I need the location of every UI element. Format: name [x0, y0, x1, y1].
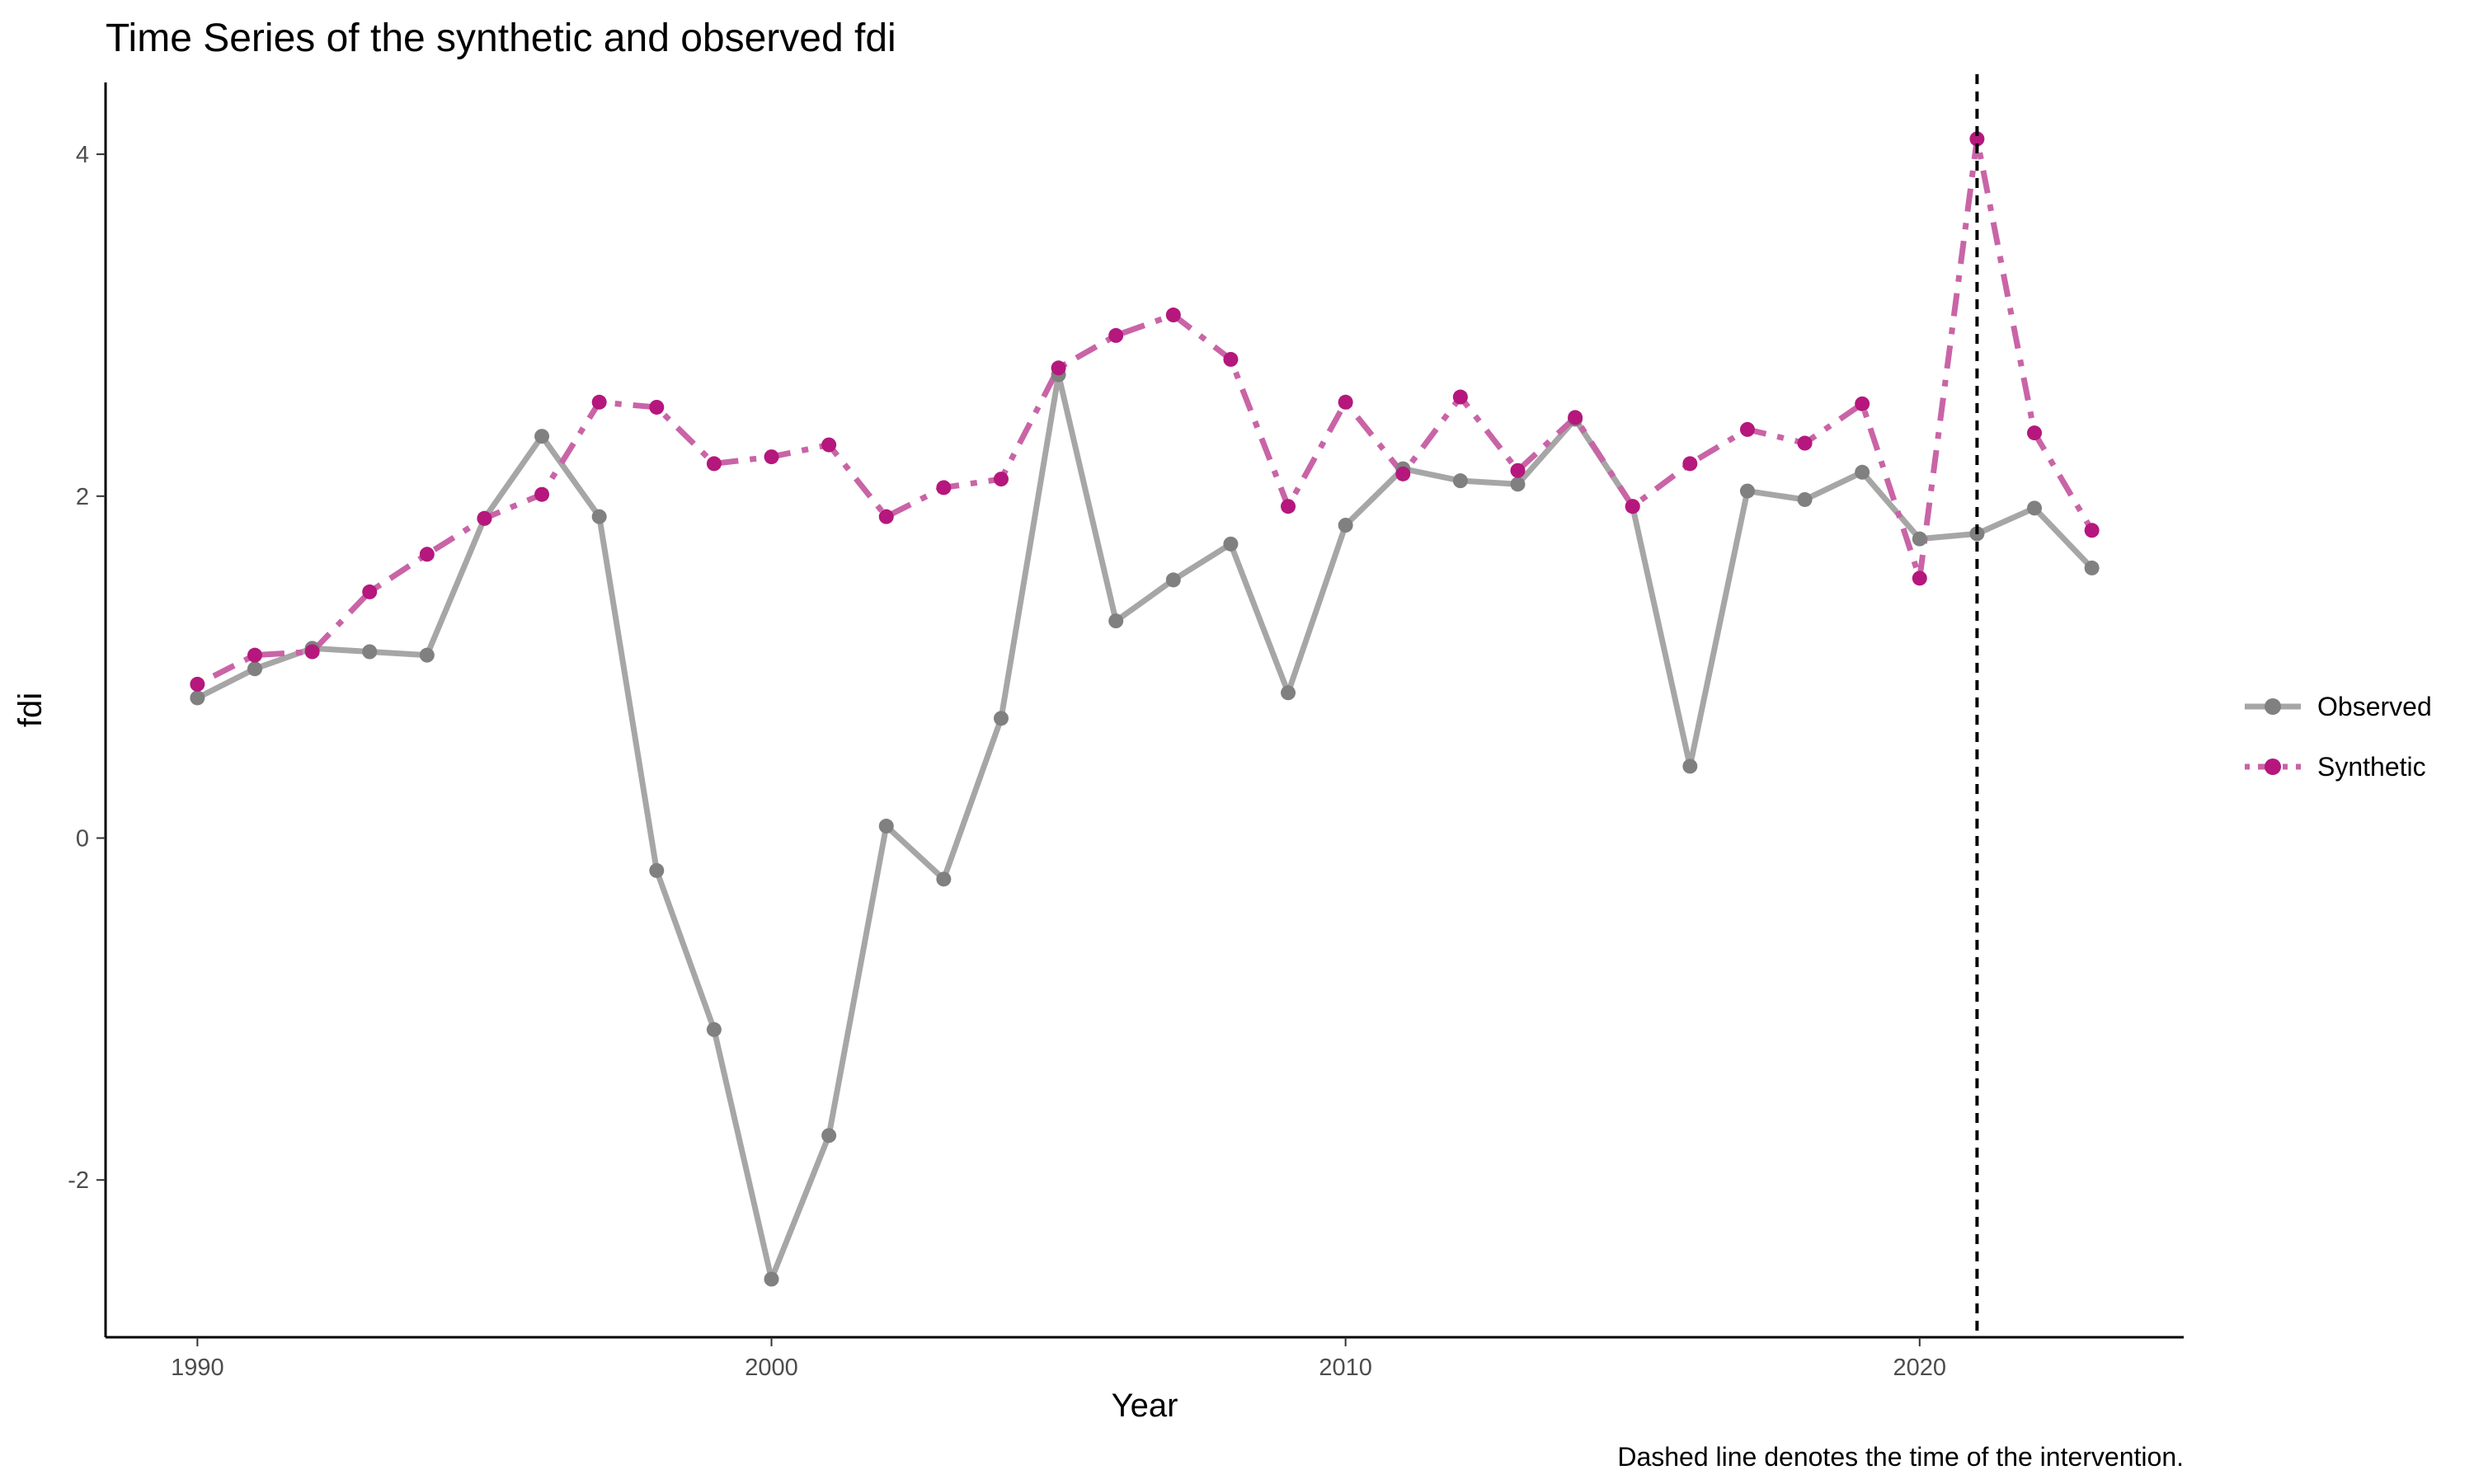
legend-key-point-observed [2265, 698, 2281, 715]
series-line-observed [195, 372, 2095, 1282]
data-point-synthetic [1395, 466, 1411, 481]
data-point-observed [1452, 473, 1468, 489]
data-point-synthetic [1568, 410, 1583, 425]
data-point-synthetic [1108, 327, 1124, 343]
data-point-synthetic [419, 547, 435, 562]
legend: Observed Synthetic [2245, 692, 2432, 782]
data-point-synthetic [534, 486, 550, 502]
data-point-synthetic [1281, 499, 1296, 514]
data-point-observed [1281, 685, 1296, 701]
data-point-synthetic [362, 584, 378, 599]
data-point-observed [1912, 531, 1927, 547]
data-point-observed [1165, 572, 1181, 588]
data-point-synthetic [1797, 435, 1813, 451]
data-point-observed [247, 661, 262, 677]
data-point-synthetic [190, 676, 205, 692]
data-point-observed [362, 644, 378, 660]
y-tick-label: 4 [76, 142, 89, 168]
x-tick-label: 2010 [1319, 1355, 1372, 1381]
data-point-synthetic [1338, 394, 1353, 410]
data-point-synthetic [1051, 360, 1066, 376]
legend-label-observed: Observed [2317, 692, 2432, 721]
data-point-synthetic [1510, 463, 1526, 478]
data-point-observed [2084, 560, 2100, 575]
data-point-synthetic [936, 480, 952, 495]
data-point-synthetic [878, 509, 894, 524]
x-axis-title: Year [1112, 1388, 1178, 1424]
data-point-synthetic [2027, 425, 2043, 441]
data-point-observed [821, 1128, 837, 1144]
data-point-synthetic [1739, 421, 1755, 437]
data-point-observed [1338, 518, 1353, 533]
data-point-observed [649, 862, 665, 878]
data-point-synthetic [1855, 396, 1870, 411]
data-point-observed [764, 1271, 779, 1287]
data-point-observed [190, 690, 205, 706]
y-tick-label: -2 [68, 1167, 89, 1194]
data-point-synthetic [764, 449, 779, 465]
data-point-observed [1682, 758, 1698, 774]
data-point-observed [1510, 477, 1526, 492]
x-tick-label: 2020 [1893, 1355, 1947, 1381]
plot-area [190, 74, 2100, 1337]
data-point-synthetic [2084, 523, 2100, 538]
data-point-synthetic [1682, 456, 1698, 472]
data-point-observed [1855, 464, 1870, 480]
y-axis-title: fdi [12, 693, 49, 727]
data-point-observed [1739, 483, 1755, 499]
data-point-observed [706, 1021, 722, 1037]
y-tick-label: 0 [76, 826, 89, 852]
data-point-synthetic [649, 399, 665, 415]
data-point-synthetic [304, 644, 320, 660]
chart-title: Time Series of the synthetic and observe… [106, 16, 896, 60]
data-point-synthetic [1165, 308, 1181, 323]
data-point-observed [1223, 536, 1239, 552]
data-point-synthetic [821, 437, 837, 453]
series-line-synthetic [195, 135, 2095, 688]
data-point-synthetic [706, 456, 722, 472]
data-point-observed [1108, 613, 1124, 629]
y-axis-ticks: -2 0 2 4 [68, 142, 106, 1194]
data-point-synthetic [247, 647, 262, 663]
legend-label-synthetic: Synthetic [2317, 752, 2426, 782]
x-tick-label: 1990 [171, 1355, 224, 1381]
data-point-synthetic [1912, 571, 1927, 586]
data-point-synthetic [1625, 499, 1640, 514]
chart-caption: Dashed line denotes the time of the inte… [1617, 1442, 2184, 1472]
data-point-observed [1797, 491, 1813, 507]
data-point-observed [936, 871, 952, 887]
data-point-synthetic [477, 510, 492, 526]
data-point-observed [993, 711, 1009, 726]
x-axis-ticks: 1990 2000 2010 2020 [171, 1337, 1946, 1381]
data-point-synthetic [1969, 131, 1985, 147]
data-point-observed [878, 819, 894, 834]
data-point-synthetic [1223, 351, 1239, 367]
legend-key-point-synthetic [2265, 758, 2281, 775]
data-point-synthetic [993, 472, 1009, 487]
y-tick-label: 2 [76, 484, 89, 510]
x-tick-label: 2000 [745, 1355, 798, 1381]
data-point-observed [591, 509, 607, 524]
data-point-observed [419, 647, 435, 663]
data-point-synthetic [1452, 389, 1468, 405]
data-point-observed [2027, 500, 2043, 516]
data-point-observed [534, 429, 550, 444]
data-point-synthetic [591, 394, 607, 410]
